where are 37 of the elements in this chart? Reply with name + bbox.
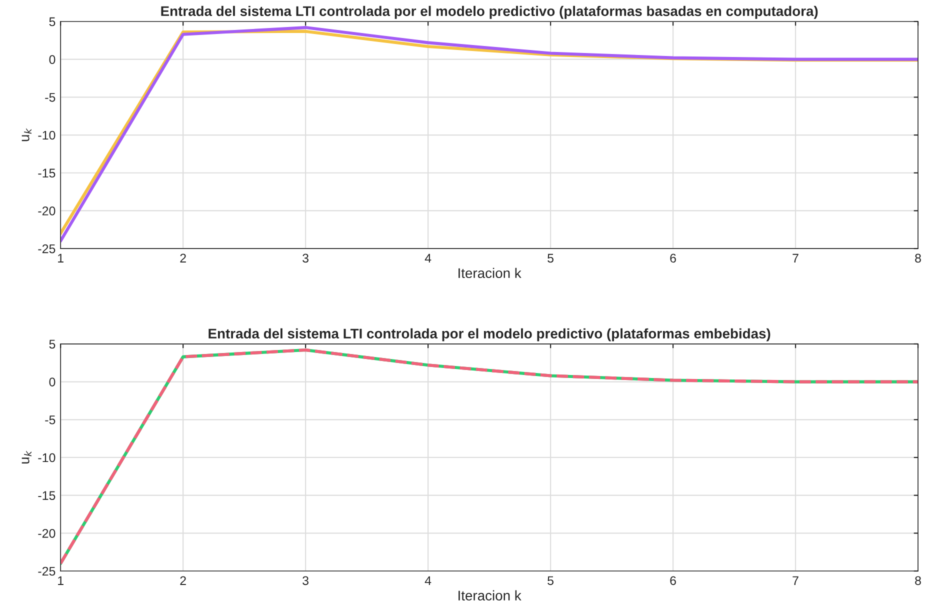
- x-tick-label: 6: [670, 254, 676, 263]
- x-tick-label: 7: [792, 254, 798, 262]
- y-tick-label: 0: [49, 55, 56, 64]
- y-tick-label: 0: [49, 378, 56, 386]
- x-tick-label: 3: [302, 576, 308, 586]
- x-tick-label: 7: [792, 576, 798, 585]
- line-series: [60, 348, 918, 565]
- y-tick-label: -10: [38, 130, 56, 140]
- y-tick-label: -5: [45, 416, 56, 424]
- y-tick-label: -25: [38, 244, 56, 254]
- x-tick-label: 2: [180, 576, 186, 585]
- y-axis-title: u$_{k}$: [22, 450, 32, 464]
- x-axis-title: Iteracion k: [458, 268, 522, 278]
- y-tick-label: -10: [38, 453, 56, 462]
- x-tick-label: 3: [302, 254, 308, 263]
- x-tick-label: 5: [548, 254, 554, 263]
- y-tick-label: -15: [38, 491, 56, 500]
- x-tick-label: 5: [548, 576, 554, 586]
- y-tick-label: 5: [49, 340, 56, 349]
- y-tick-label: -20: [38, 206, 56, 216]
- y-tick-label: -25: [38, 566, 56, 576]
- x-tick-label: 6: [670, 576, 676, 586]
- x-tick-label: 2: [180, 254, 186, 262]
- y-tick-label: -20: [38, 528, 56, 538]
- x-tick-label: 8: [915, 254, 921, 263]
- x-axis-title: Iteracion k: [458, 590, 522, 601]
- y-tick-label: -5: [45, 93, 56, 102]
- chart-title: Entrada del sistema LTI controlada por el modelo predictivo (plataformas embebidas): [208, 328, 770, 342]
- y-tick-label: -15: [38, 168, 56, 178]
- x-tick-label: 8: [915, 576, 921, 586]
- chart-title: Entrada del sistema LTI controlada por el modelo predictivo (plataformas basadas en computadora): [161, 6, 818, 19]
- x-tick-label: 1: [58, 254, 64, 262]
- y-tick-label: 5: [49, 17, 56, 26]
- y-axis-title: u$_{k}$: [22, 128, 32, 142]
- x-tick-label: 4: [424, 576, 432, 585]
- x-tick-label: 4: [424, 254, 432, 262]
- x-tick-label: 1: [58, 576, 64, 585]
